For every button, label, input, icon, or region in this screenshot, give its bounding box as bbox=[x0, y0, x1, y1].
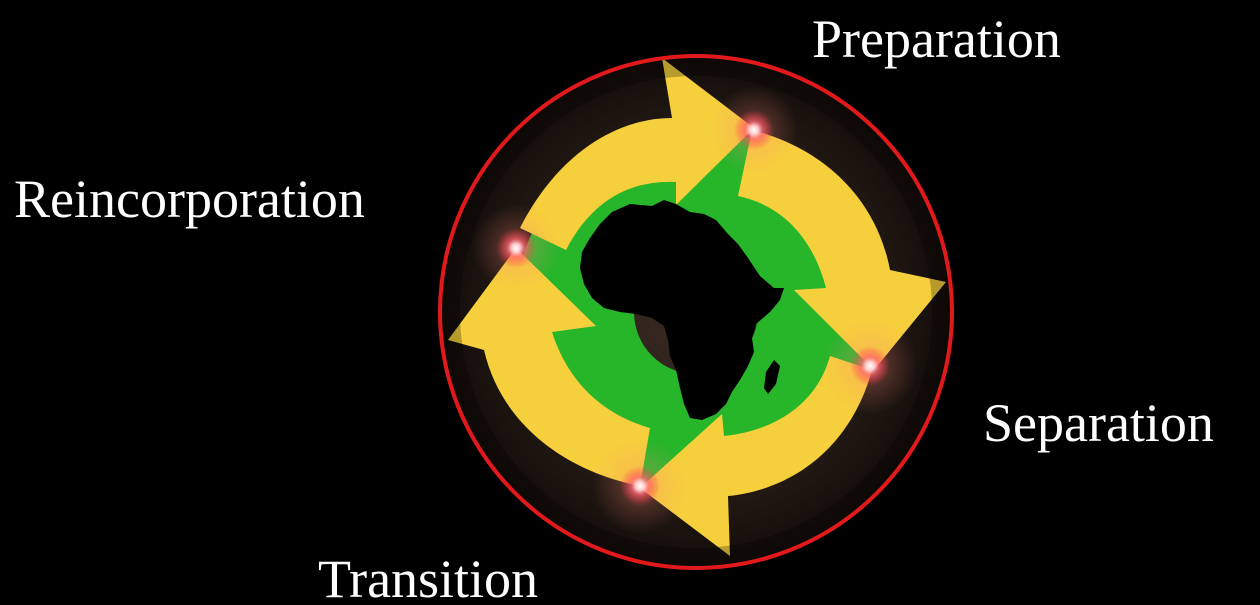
flare-preparation bbox=[710, 86, 798, 174]
arrow-to-reincorporation bbox=[448, 248, 650, 486]
stage-label-transition: Transition bbox=[318, 549, 539, 605]
africa-continent-icon bbox=[580, 200, 784, 420]
stage-label-preparation: Preparation bbox=[812, 9, 1061, 69]
flare-separation bbox=[822, 318, 918, 414]
stage-label-reincorporation: Reincorporation bbox=[14, 169, 365, 229]
flare-reincorporation bbox=[472, 204, 560, 292]
arrow-to-separation bbox=[738, 130, 946, 370]
madagascar-icon bbox=[764, 360, 780, 394]
arrow-to-transition bbox=[640, 356, 872, 556]
flare-transition bbox=[592, 438, 688, 534]
arrow-to-preparation bbox=[520, 58, 754, 250]
outer-ring bbox=[438, 54, 954, 570]
stage-label-separation: Separation bbox=[983, 393, 1214, 453]
cycle-arrows-icon bbox=[448, 58, 946, 556]
